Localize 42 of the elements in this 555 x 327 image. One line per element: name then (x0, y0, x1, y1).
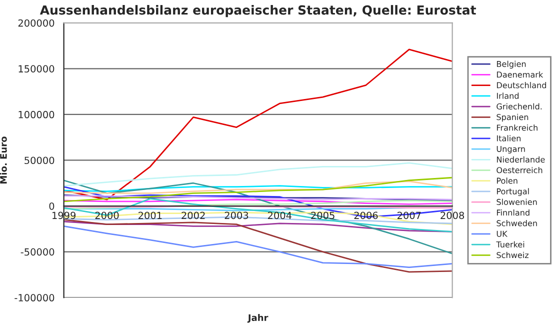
line-series (64, 48, 452, 200)
legend-label: Ungarn (496, 146, 525, 154)
x-axis-title: Jahr (247, 314, 268, 323)
legend-label: Belgien (496, 60, 526, 69)
legend-label: Deutschland (496, 82, 546, 88)
x-tick-label: 2004 (268, 212, 292, 220)
legend-label: Polen (496, 178, 518, 184)
legend-label: Spanien (496, 114, 528, 122)
line-series (64, 225, 452, 268)
legend-label: Tuerkei (496, 241, 524, 248)
legend-label: Schweiz (496, 252, 529, 258)
line-series (64, 180, 452, 194)
legend-label: Portugal (496, 188, 529, 196)
y-tick-label: 100000 (18, 110, 54, 118)
legend-label: Griechenld. (496, 103, 542, 110)
legend-label: UK (496, 230, 508, 237)
legend-label: Niederlande (496, 156, 545, 163)
y-axis-title: Mio. Euro (0, 136, 7, 184)
legend-label: Irland (496, 92, 519, 99)
x-tick-label: 2003 (224, 212, 248, 220)
x-tick-label: 2002 (182, 212, 205, 220)
x-tick-label: 2001 (138, 212, 162, 220)
y-tick-label: 150000 (18, 65, 54, 72)
legend-label: Daenemark (496, 71, 544, 78)
legend-label: Oesterreich (496, 166, 542, 174)
y-tick-label: 0 (49, 202, 54, 210)
y-tick-label: 50000 (24, 156, 54, 164)
x-tick-label: 2008 (440, 212, 464, 220)
y-tick-label: -50000 (20, 248, 54, 256)
legend-label: Finnland (496, 209, 530, 216)
y-tick-label: -100000 (14, 294, 54, 302)
legend-label: Slowenien (496, 198, 537, 206)
line-series (64, 162, 452, 187)
legend-label: Frankreich (496, 124, 538, 131)
y-tick-label: 200000 (18, 19, 54, 27)
line-series (64, 176, 452, 202)
legend-label: Italien (496, 135, 521, 142)
line-series (64, 219, 452, 273)
line-series (64, 200, 452, 210)
legend-label: Schweden (496, 220, 537, 226)
chart-title: Aussenhandelsbilanz europaeischer Staaten, Quelle: Eurostat (40, 5, 476, 18)
line-series (64, 220, 452, 232)
